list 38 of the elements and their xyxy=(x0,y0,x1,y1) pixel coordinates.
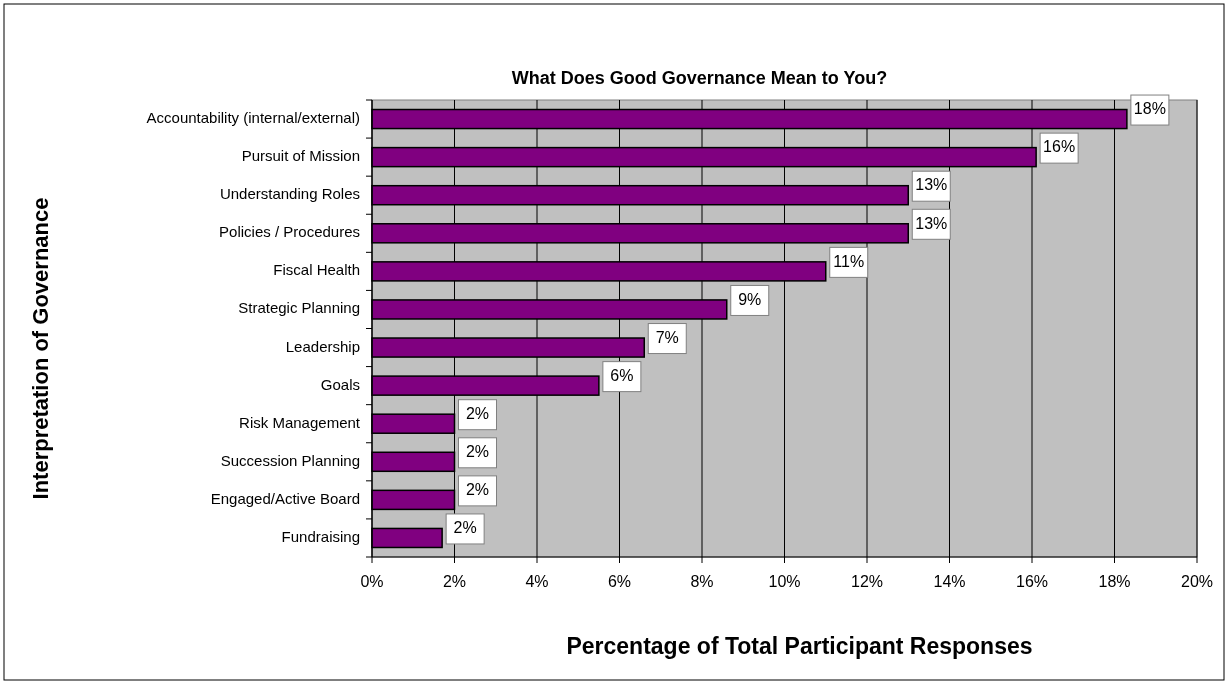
y-tick-label: Engaged/Active Board xyxy=(210,489,360,507)
data-label: 18% xyxy=(1133,100,1166,118)
data-label: 13% xyxy=(915,214,948,232)
data-label: 2% xyxy=(465,443,490,461)
y-tick-label: Succession Planning xyxy=(220,451,360,469)
y-tick-label: Strategic Planning xyxy=(238,299,360,317)
y-tick-label: Understanding Roles xyxy=(219,185,360,203)
data-label: 2% xyxy=(465,404,490,422)
data-label: 7% xyxy=(655,328,679,346)
y-tick-label: Fiscal Health xyxy=(273,261,360,279)
y-tick-label: Accountability (internal/external) xyxy=(146,109,360,127)
x-axis-title: Percentage of Total Participant Responses xyxy=(566,633,1033,659)
y-tick-label: Policies / Procedures xyxy=(219,223,360,241)
data-label: 6% xyxy=(610,366,634,384)
x-tick-label: 14% xyxy=(933,573,966,590)
chart-title: What Does Good Governance Mean to You? xyxy=(511,68,888,88)
x-tick-label: 10% xyxy=(768,573,801,590)
data-label: 2% xyxy=(453,519,477,537)
y-axis-title: Interpretation of Governance xyxy=(28,197,53,500)
data-label: 16% xyxy=(1043,138,1076,156)
x-tick-label: 2% xyxy=(442,573,467,590)
data-label: 2% xyxy=(465,481,490,499)
x-tick-label: 4% xyxy=(525,573,549,590)
x-tick-label: 0% xyxy=(360,573,384,590)
x-tick-label: 16% xyxy=(1015,573,1049,590)
data-label: 13% xyxy=(915,176,948,194)
x-tick-label: 12% xyxy=(850,573,884,590)
data-label: 11% xyxy=(833,252,865,270)
x-tick-label: 6% xyxy=(607,573,632,590)
y-tick-label: Leadership xyxy=(285,337,360,355)
y-tick-label: Pursuit of Mission xyxy=(241,147,360,165)
x-tick-label: 8% xyxy=(690,573,714,590)
y-tick-label: Goals xyxy=(320,375,360,393)
x-tick-label: 18% xyxy=(1098,573,1131,590)
data-label: 9% xyxy=(738,290,762,308)
y-tick-label: Risk Management xyxy=(239,413,361,431)
y-tick-label: Fundraising xyxy=(281,527,360,545)
x-tick-label: 20% xyxy=(1180,573,1214,590)
